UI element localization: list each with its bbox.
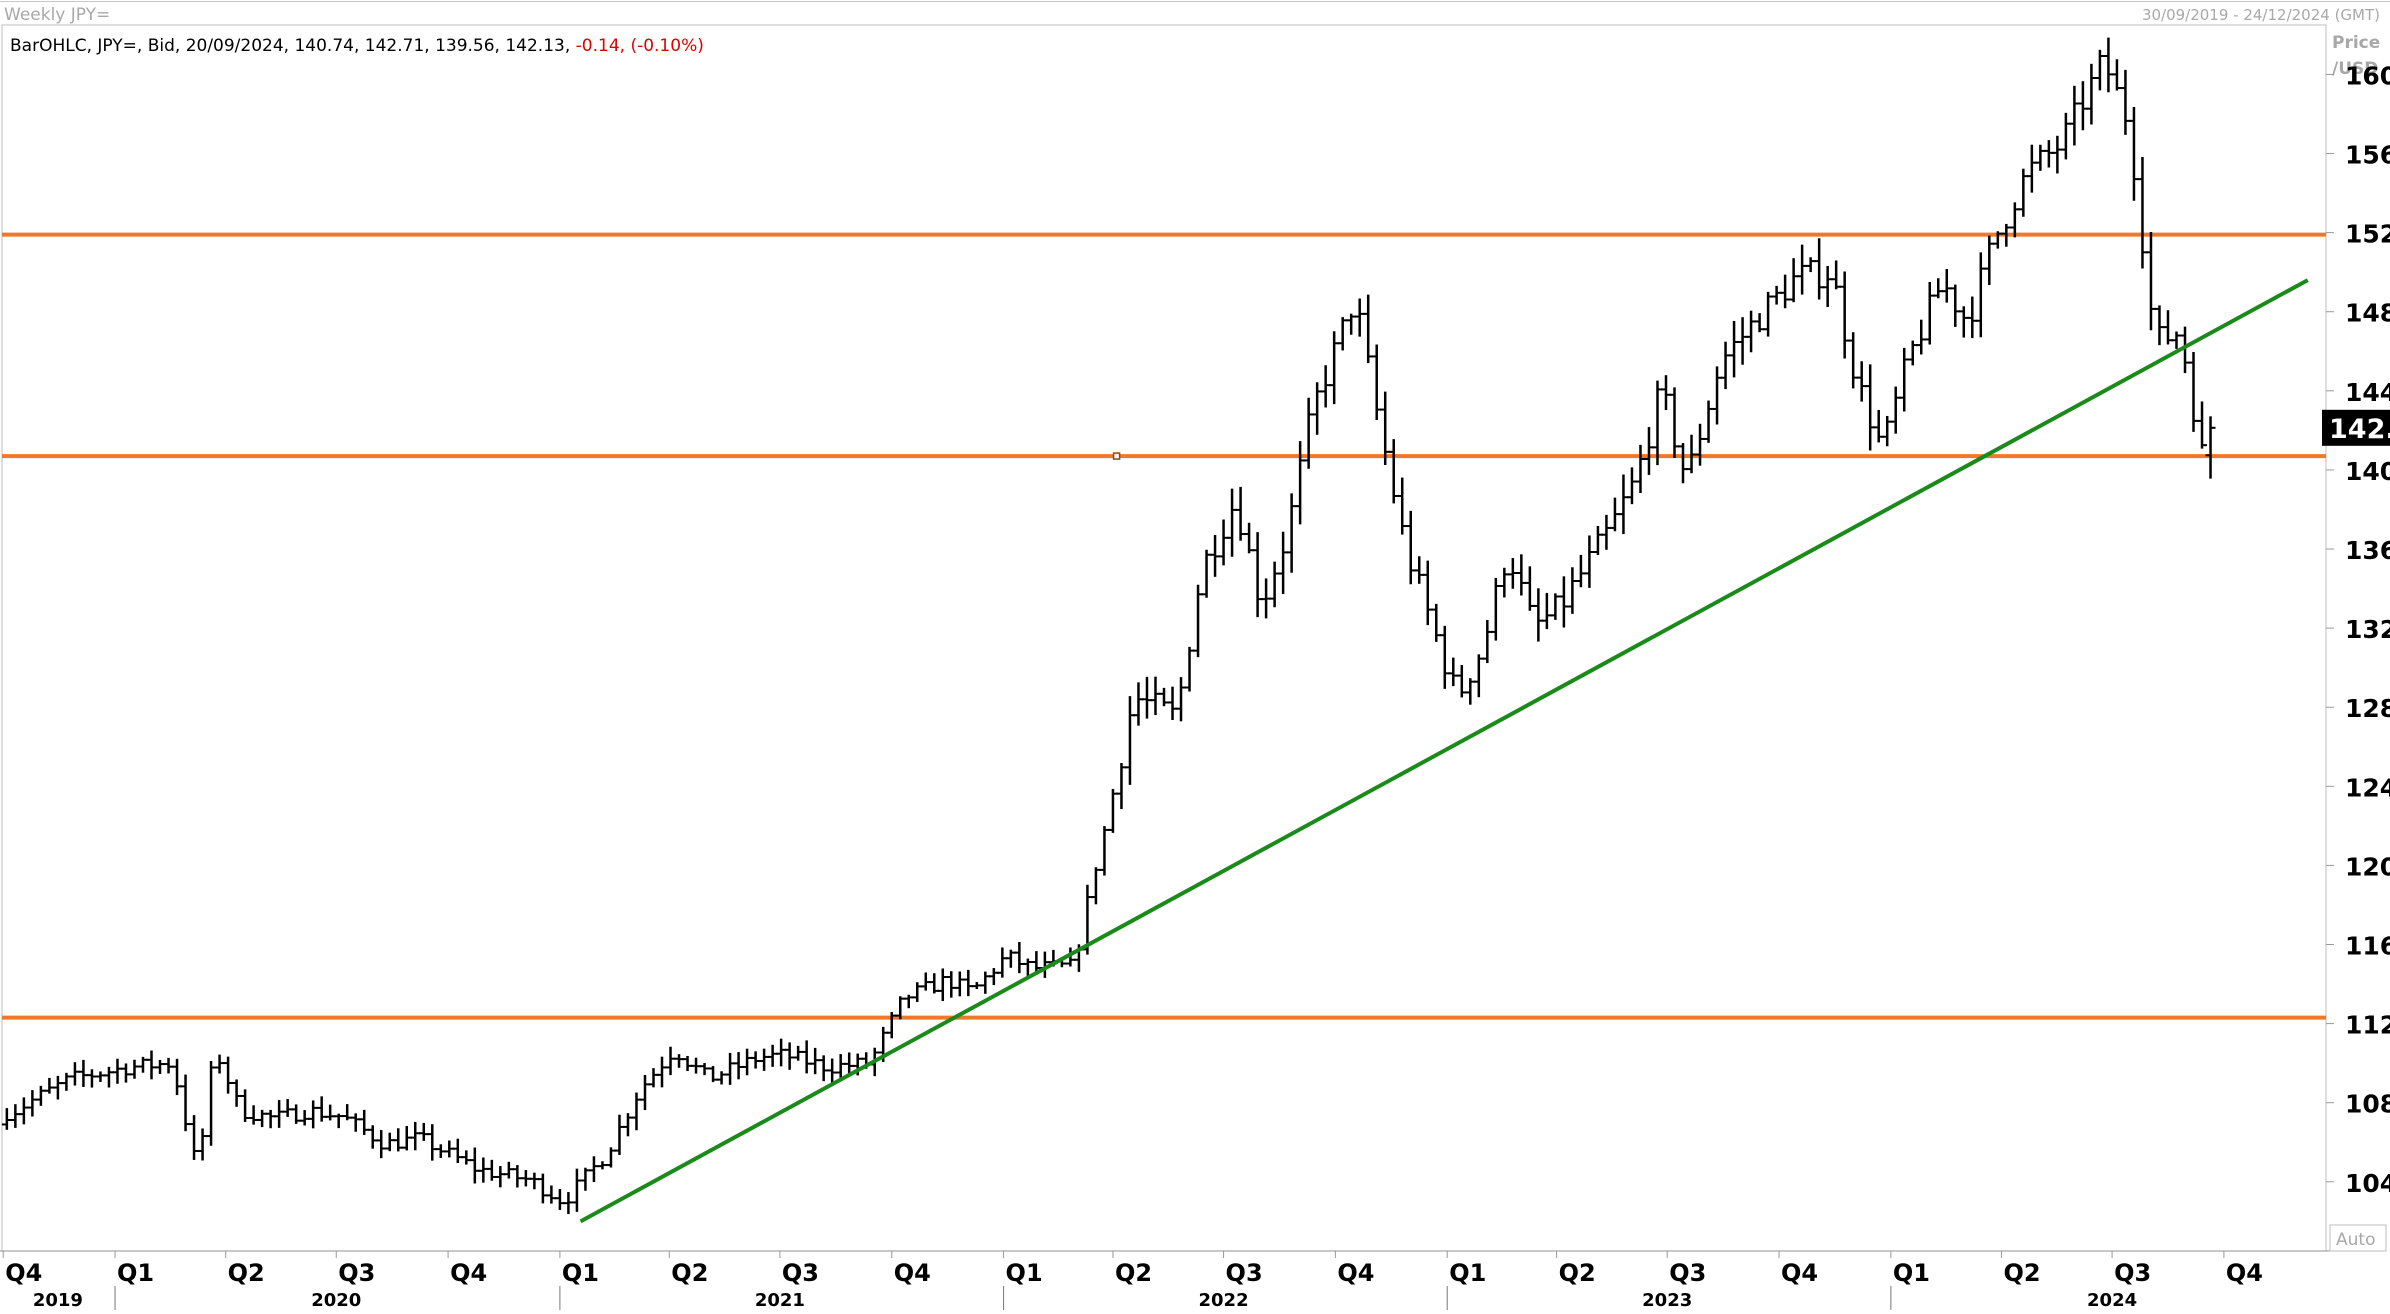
horizontal-levels [2,232,2326,1020]
y-tick-label: 148 [2345,299,2390,328]
x-quarter-label: Q1 [562,1259,599,1287]
x-year-label: 2020 [311,1290,361,1310]
x-quarter-label: Q3 [782,1259,819,1287]
x-quarter-label: Q4 [1337,1259,1374,1287]
price-unit-label-2: /USD [2332,59,2378,79]
y-tick-label: 104 [2345,1169,2390,1198]
auto-scale-button[interactable] [2329,1224,2387,1252]
x-quarter-label: Q3 [338,1259,375,1287]
price-unit-label-1: Price [2332,33,2380,53]
y-tick-label: 144 [2345,378,2390,407]
x-quarter-label: Q4 [894,1259,931,1287]
y-tick-label: 120 [2345,852,2390,881]
x-quarter-label: Q4 [1781,1259,1818,1287]
y-tick-label: 160 [2345,61,2390,90]
x-quarter-label: Q1 [117,1259,154,1287]
x-quarter-label: Q1 [1893,1259,1930,1287]
x-quarter-label: Q3 [1669,1259,1706,1287]
auto-scale-label: Auto [2336,1230,2375,1250]
x-quarter-label: Q4 [450,1259,487,1287]
legend-line: BarOHLC, JPY=, Bid, 20/09/2024, 140.74, … [10,36,704,56]
trendline-group [579,278,2309,1224]
y-tick-label: 108 [2345,1090,2390,1119]
y-tick-label: 116 [2345,932,2390,961]
chart-title: Weekly JPY= [4,5,110,25]
y-tick-label: 140 [2345,457,2390,486]
ohlc-bars [1,37,2216,1215]
y-tick-label: 128 [2345,694,2390,723]
x-quarter-label: Q2 [2003,1259,2040,1287]
plot-frame [1,24,2327,1252]
x-year-label: 2023 [1642,1290,1692,1310]
y-tick-label: 156 [2345,141,2390,170]
level-marker [1112,452,1121,460]
x-quarter-label: Q4 [5,1259,42,1287]
y-tick-label: 152 [2345,220,2390,249]
y-tick-label: 132 [2345,615,2390,644]
x-quarter-label: Q3 [1226,1259,1263,1287]
y-axis: 104 108 112 116 120 124 128 132 136 140 144 148 152 1… [2326,61,2390,1198]
trendline [579,278,2309,1224]
x-quarter-label: Q2 [1559,1259,1596,1287]
y-tick-label: 124 [2345,773,2390,802]
date-range: 30/09/2019 - 24/12/2024 (GMT) [2142,6,2380,24]
x-year-label: 2019 [33,1290,83,1310]
x-year-label: 2021 [755,1290,805,1310]
legend-change: -0.14, (-0.10%) [576,36,704,56]
current-price-badge [2322,409,2390,446]
x-axis: Q4 Q1 Q2 Q3 Q4 Q1 Q2 Q3 Q4 Q1 Q2 Q3 Q4 Q1 Q2 Q3 Q4 Q1 Q2 Q3… [2,1251,2263,1311]
x-quarter-label: Q4 [2226,1259,2263,1287]
x-quarter-label: Q2 [671,1259,708,1287]
x-year-label: 2022 [1199,1290,1249,1310]
x-quarter-label: Q3 [2114,1259,2151,1287]
x-quarter-label: Q1 [1449,1259,1486,1287]
x-year-label: 2024 [2087,1290,2137,1310]
legend-values: BarOHLC, JPY=, Bid, 20/09/2024, 140.74, … [10,36,570,56]
x-quarter-label: Q2 [1115,1259,1152,1287]
y-tick-label: 136 [2345,536,2390,565]
current-price-value: 142. [2329,414,2390,445]
x-quarter-label: Q1 [1006,1259,1043,1287]
y-tick-label: 112 [2345,1011,2390,1040]
x-quarter-label: Q2 [228,1259,265,1287]
